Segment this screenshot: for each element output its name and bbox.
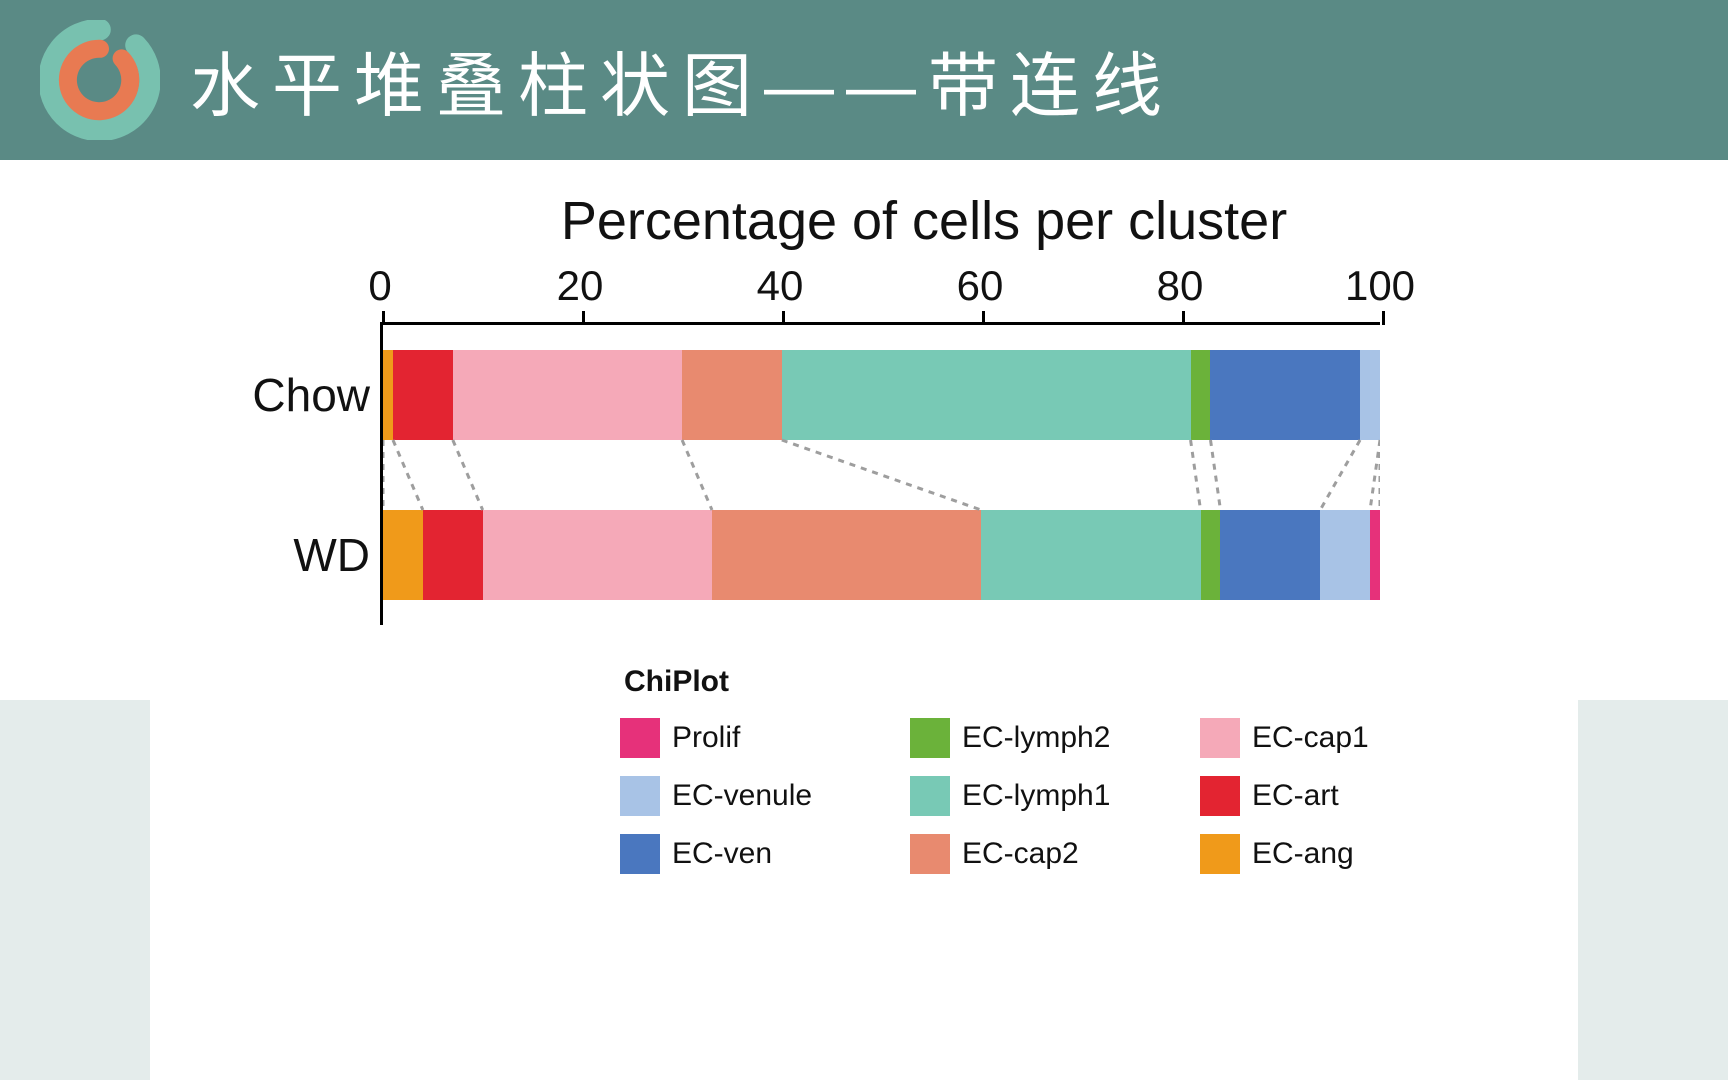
bar-segment xyxy=(1320,510,1370,600)
legend-item: EC-ven xyxy=(620,825,880,883)
bar-segment xyxy=(1201,510,1221,600)
bar-segment xyxy=(1210,350,1360,440)
legend-swatch xyxy=(910,834,950,874)
legend-item: Prolif xyxy=(620,709,880,767)
bar-segment xyxy=(782,350,1191,440)
stacked-bar xyxy=(383,510,1380,600)
bar-segment xyxy=(453,350,682,440)
x-tick-label: 0 xyxy=(368,262,391,310)
logo-icon xyxy=(40,20,160,140)
x-tick-label: 100 xyxy=(1345,262,1415,310)
legend-label: EC-art xyxy=(1252,779,1339,813)
x-tick-label: 40 xyxy=(757,262,804,310)
bar-segment xyxy=(383,350,393,440)
x-tick-mark xyxy=(782,311,785,325)
legend-label: EC-lymph1 xyxy=(962,779,1110,813)
x-tick-label: 20 xyxy=(557,262,604,310)
banner-title: 水平堆叠柱状图——带连线 xyxy=(190,30,1174,131)
bar-segment xyxy=(712,510,981,600)
x-tick-mark xyxy=(1382,311,1385,325)
bar-segment xyxy=(393,350,453,440)
x-tick-mark xyxy=(1182,311,1185,325)
legend-item: EC-lymph1 xyxy=(910,767,1170,825)
x-tick-mark xyxy=(582,311,585,325)
legend-label: EC-ang xyxy=(1252,837,1354,871)
bar-segment xyxy=(383,510,423,600)
row-label: WD xyxy=(293,528,370,582)
header-banner: 水平堆叠柱状图——带连线 xyxy=(0,0,1728,160)
bar-segment xyxy=(423,510,483,600)
legend-item: EC-cap2 xyxy=(910,825,1170,883)
x-tick-mark xyxy=(982,311,985,325)
legend-item: EC-ang xyxy=(1200,825,1460,883)
stacked-bar xyxy=(383,350,1380,440)
legend-item: EC-art xyxy=(1200,767,1460,825)
decor-right xyxy=(1578,700,1728,1080)
legend-swatch xyxy=(910,718,950,758)
bar-row: Chow xyxy=(383,350,1380,440)
x-tick-mark xyxy=(382,311,385,325)
legend-label: EC-cap2 xyxy=(962,837,1079,871)
legend-title: ChiPlot xyxy=(624,665,1520,699)
bar-row: WD xyxy=(383,510,1380,600)
chart-stage: Percentage of cells per cluster 0 20 40 60 8… xyxy=(0,160,1728,1080)
plot-area: Chow WD xyxy=(380,322,1380,625)
bar-segment xyxy=(1191,350,1211,440)
legend-label: EC-lymph2 xyxy=(962,721,1110,755)
legend-label: EC-cap1 xyxy=(1252,721,1369,755)
row-gap xyxy=(383,440,1380,510)
x-tick-label: 60 xyxy=(957,262,1004,310)
bar-segment xyxy=(682,350,782,440)
legend-item: EC-cap1 xyxy=(1200,709,1460,767)
legend-swatch xyxy=(1200,834,1240,874)
bar-segment xyxy=(1220,510,1320,600)
legend-label: Prolif xyxy=(672,721,740,755)
decor-left xyxy=(0,700,150,1080)
legend-swatch xyxy=(1200,718,1240,758)
legend-swatch xyxy=(620,718,660,758)
legend-swatch xyxy=(620,776,660,816)
legend-item: EC-venule xyxy=(620,767,880,825)
legend-label: EC-venule xyxy=(672,779,812,813)
legend: ChiPlot Prolif EC-lymph2 EC-cap1 EC-venule E… xyxy=(620,665,1520,883)
legend-swatch xyxy=(1200,776,1240,816)
bar-segment xyxy=(483,510,712,600)
x-axis-labels: 020406080100 xyxy=(380,262,1380,322)
bar-segment xyxy=(981,510,1200,600)
legend-swatch xyxy=(620,834,660,874)
chart: Percentage of cells per cluster 0 20 40 60 8… xyxy=(220,190,1508,883)
row-label: Chow xyxy=(252,368,370,422)
legend-label: EC-ven xyxy=(672,837,772,871)
legend-grid: Prolif EC-lymph2 EC-cap1 EC-venule EC-lymph1… xyxy=(620,709,1520,883)
legend-item: EC-lymph2 xyxy=(910,709,1170,767)
bar-segment xyxy=(1370,510,1380,600)
x-tick-label: 80 xyxy=(1157,262,1204,310)
chart-title: Percentage of cells per cluster xyxy=(340,190,1508,252)
bar-segment xyxy=(1360,350,1380,440)
legend-swatch xyxy=(910,776,950,816)
